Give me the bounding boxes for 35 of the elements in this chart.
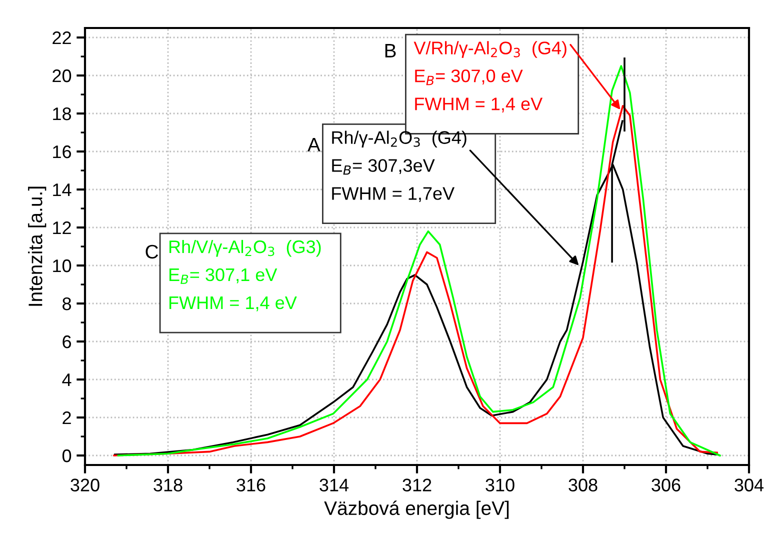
x-axis-title: Väzbová energia [eV] xyxy=(324,500,509,519)
y-tick-label: 4 xyxy=(62,374,72,386)
annotation: FWHM = 1,7eV xyxy=(332,187,455,202)
y-tick-label: 0 xyxy=(62,449,72,462)
y-axis-title: Intenzita [a.u.] xyxy=(28,186,46,306)
x-tick-label: 316 xyxy=(236,478,266,492)
annotation: FWHM = 1,4 eV xyxy=(169,296,297,312)
y-tick-label: 2 xyxy=(62,411,71,424)
x-tick-label: 318 xyxy=(154,478,182,492)
y-tick-label: 14 xyxy=(53,184,72,196)
y-tick-label: 10 xyxy=(53,259,72,272)
x-tick-label: 314 xyxy=(320,478,349,492)
annotation: E$_{B}$= 307,0 eV xyxy=(415,70,523,86)
annotation: FWHM = 1,4 eV xyxy=(415,98,543,112)
annotation: E$_{B}$= 307,3eV xyxy=(332,159,435,175)
x-tick-label: 304 xyxy=(734,478,764,492)
y-tick-label: 18 xyxy=(53,107,72,120)
y-tick-label: 12 xyxy=(53,221,71,234)
y-tick-label: 6 xyxy=(62,335,72,348)
annotation: Rh/V/γ-Al$_{2}$O$_{3}$ (G3) xyxy=(169,240,321,257)
y-tick-label: 20 xyxy=(52,69,72,82)
y-tick-label: 16 xyxy=(53,145,72,158)
x-tick-label: 306 xyxy=(652,478,680,492)
x-tick-label: 310 xyxy=(486,478,514,492)
annotation: A xyxy=(307,138,320,152)
annotation: C xyxy=(146,244,158,259)
x-tick-label: 312 xyxy=(402,478,432,492)
x-tick-label: 308 xyxy=(568,478,598,492)
annotation: V/Rh/γ-Al$_{2}$O$_{3}$ (G4) xyxy=(414,41,566,58)
x-tick-label: 320 xyxy=(70,478,100,492)
annotation: B xyxy=(385,44,396,58)
annotation: Rh/γ-Al$_{2}$O$_{3}$ (G4) xyxy=(332,130,466,148)
annotation: E$_{B}$= 307,1 eV xyxy=(169,268,278,284)
y-tick-label: 8 xyxy=(62,297,72,310)
y-tick-label: 22 xyxy=(52,31,71,44)
